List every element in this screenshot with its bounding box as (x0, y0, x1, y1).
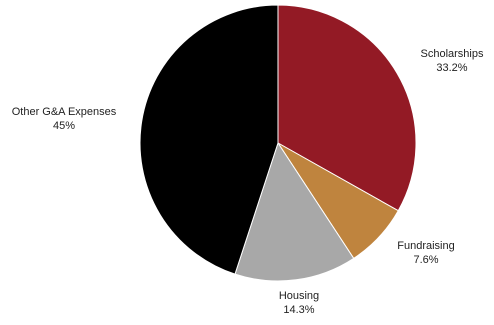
slices-layer (139, 4, 417, 282)
slice-label-other-g-a-expenses: Other G&A Expenses (12, 106, 117, 118)
slice-value-housing: 14.3% (283, 304, 314, 316)
pie-slice-housing (234, 141, 355, 282)
pie-slice-scholarships (277, 4, 417, 212)
pie-slice-other-g-a-expenses (139, 4, 279, 275)
slice-label-scholarships: Scholarships (421, 48, 484, 60)
slice-label-fundraising: Fundraising (397, 240, 454, 252)
slice-value-other-g-a-expenses: 45% (53, 120, 75, 132)
labels-layer: Scholarships 33.2% Fundraising 7.6% Housing 1… (12, 48, 484, 316)
slice-value-fundraising: 7.6% (413, 254, 438, 266)
slice-value-scholarships: 33.2% (436, 62, 467, 74)
slice-label-housing: Housing (279, 290, 319, 302)
